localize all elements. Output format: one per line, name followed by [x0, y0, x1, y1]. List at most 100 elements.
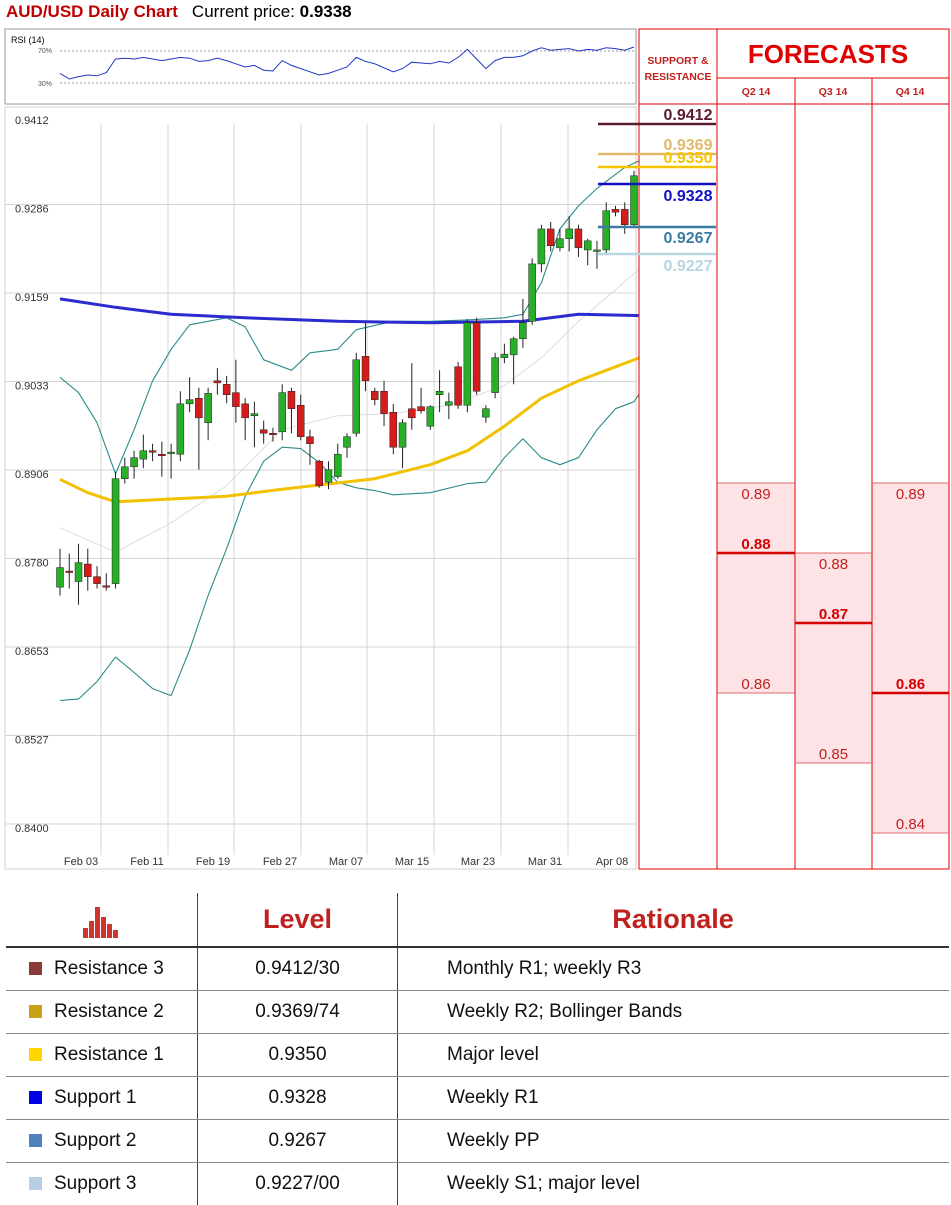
candle-body [316, 461, 323, 485]
candle [529, 258, 536, 324]
candle-body [584, 241, 591, 250]
candle-body [297, 405, 304, 436]
table-header-level: Level [198, 893, 398, 947]
level-color-swatch [29, 1134, 42, 1147]
candle [316, 460, 323, 488]
row-rationale: Weekly PP [398, 1120, 950, 1163]
candle [427, 405, 434, 429]
candle-body [455, 367, 462, 405]
candle-body [325, 470, 332, 483]
row-name-cell: Support 1 [6, 1077, 198, 1120]
candle-body [306, 437, 313, 444]
candle-body [510, 339, 517, 355]
y-tick-label: 0.8400 [15, 823, 49, 835]
candle-body [66, 571, 73, 573]
forecast-mid-label: 0.86 [896, 676, 925, 693]
table-header-rationale: Rationale [398, 893, 950, 947]
candle-body [186, 400, 193, 404]
candle-body [168, 452, 175, 454]
x-tick-label: Feb 27 [263, 856, 297, 868]
candle-body [418, 407, 425, 411]
candle-body [205, 393, 212, 422]
y-tick-label: 0.8780 [15, 558, 49, 570]
candle [455, 362, 462, 409]
candle-body [519, 323, 526, 339]
candle-body [232, 393, 239, 407]
forecasts-title: FORECASTS [748, 39, 908, 69]
candle [279, 384, 286, 440]
candle-body [436, 391, 443, 394]
candle-body [57, 568, 64, 588]
row-name: Support 1 [54, 1087, 136, 1108]
candle-body [94, 577, 101, 584]
current-price-value: 0.9338 [300, 2, 352, 21]
y-tick-label: 0.9286 [15, 204, 49, 216]
sr-title-line1: SUPPORT & [647, 55, 709, 67]
row-rationale: Major level [398, 1034, 950, 1077]
y-tick-label: 0.9033 [15, 381, 49, 393]
candle-body [121, 467, 128, 479]
level-color-swatch [29, 962, 42, 975]
rsi-panel [5, 29, 636, 104]
candle-body [556, 239, 563, 248]
chart-title-text: AUD/USD Daily Chart [6, 2, 178, 21]
x-tick-label: Apr 08 [596, 856, 628, 868]
quarter-q3: Q3 14 [819, 86, 848, 98]
forecast-range [796, 553, 872, 763]
row-name-cell: Support 2 [6, 1120, 198, 1163]
forecast-range [718, 483, 795, 693]
x-tick-label: Mar 15 [395, 856, 429, 868]
candle-body [75, 563, 82, 582]
candle-body [482, 409, 489, 417]
row-name-cell: Resistance 2 [6, 991, 198, 1034]
candle-body [288, 391, 295, 408]
candle-body [473, 323, 480, 392]
candle-body [603, 211, 610, 250]
candle-body [269, 433, 276, 435]
candle-body [566, 229, 573, 239]
row-rationale: Weekly R1 [398, 1077, 950, 1120]
candle-body [547, 229, 554, 246]
sr-level-label: 0.9328 [664, 188, 713, 205]
row-name: Support 2 [54, 1130, 136, 1151]
candle-body [84, 564, 91, 577]
row-name: Resistance 1 [54, 1044, 164, 1065]
candle [631, 171, 638, 227]
forecast-high-label: 0.89 [741, 486, 770, 503]
candle-body [529, 264, 536, 321]
x-tick-label: Mar 31 [528, 856, 562, 868]
candle-body [371, 391, 378, 399]
candle-body [140, 451, 147, 459]
forecast-mid-label: 0.88 [741, 536, 770, 553]
rsi-level-low: 30% [38, 81, 52, 88]
candle [112, 472, 119, 589]
row-name: Resistance 2 [54, 1001, 164, 1022]
forecast-range [873, 483, 949, 833]
quarter-q4: Q4 14 [896, 86, 925, 98]
sr-level-label: 0.9227 [664, 258, 713, 275]
chart-area: RSI (14) 70% 30% 0.94120.92860.91590.903… [0, 0, 951, 880]
level-color-swatch [29, 1091, 42, 1104]
candle-body [242, 404, 249, 418]
rsi-level-high: 70% [38, 48, 52, 55]
level-color-swatch [29, 1048, 42, 1061]
candle-body [195, 398, 202, 418]
candle-body [223, 384, 230, 394]
level-color-swatch [29, 1177, 42, 1190]
candle-body [334, 454, 341, 476]
candle [353, 353, 360, 437]
x-tick-label: Mar 07 [329, 856, 363, 868]
forecast-high-label: 0.88 [819, 556, 848, 573]
row-rationale: Monthly R1; weekly R3 [398, 947, 950, 991]
candle-body [399, 423, 406, 447]
candle [473, 318, 480, 395]
candle-body [260, 430, 267, 433]
